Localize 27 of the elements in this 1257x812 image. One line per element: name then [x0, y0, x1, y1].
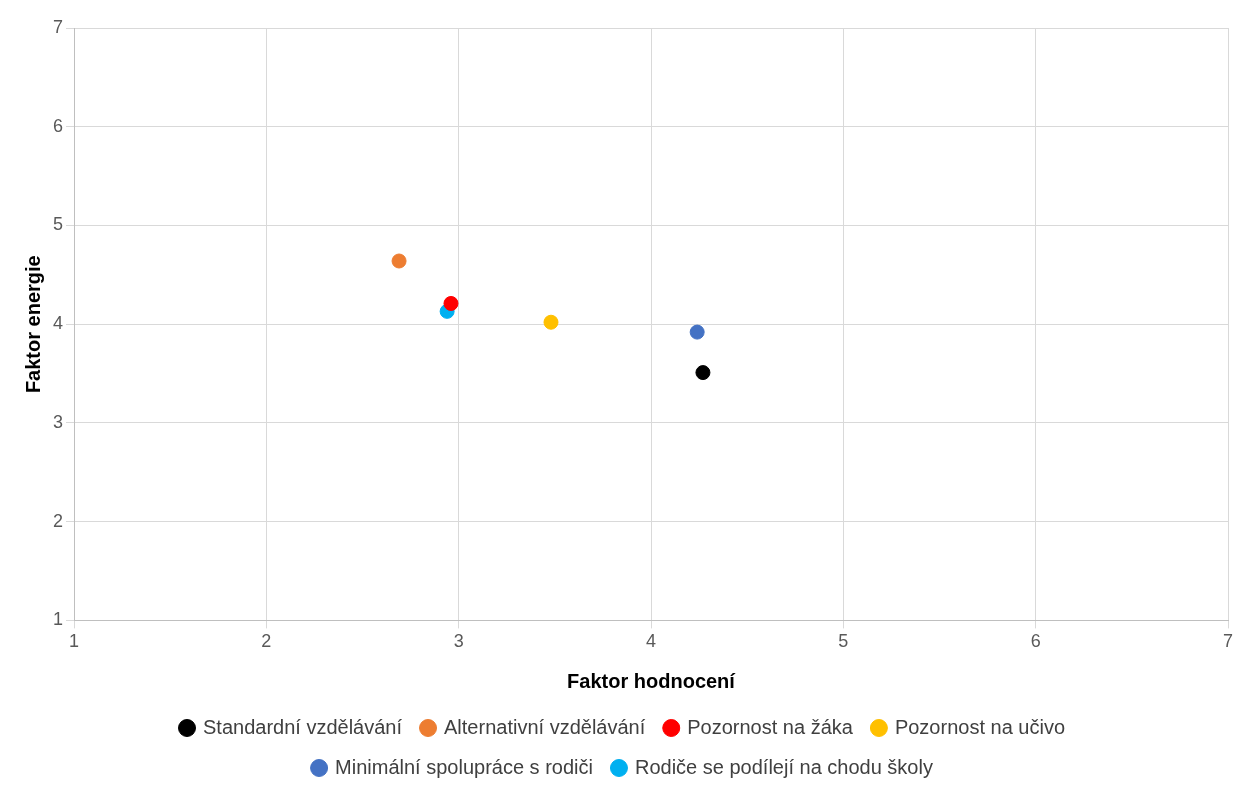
y-axis-title: Faktor energie [21, 255, 44, 394]
x-tick-label: 5 [838, 631, 849, 652]
x-tick-label: 3 [453, 631, 464, 652]
legend-label: Pozornost na učivo [894, 715, 1066, 738]
x-tick-label: 1 [69, 631, 80, 652]
legend-label: Pozornost na žáka [687, 715, 854, 738]
legend-label: Alternativní vzdělávání [444, 715, 646, 738]
point [443, 295, 459, 311]
legend-label: Minimální spolupráce s rodiči [335, 755, 593, 778]
x-tick-label: 4 [646, 631, 657, 652]
y-tick-label: 7 [53, 16, 64, 37]
point [391, 253, 407, 269]
y-tick-label: 5 [53, 214, 64, 235]
x-axis-title: Faktor hodnocení [567, 669, 737, 692]
y-tick-label: 3 [53, 411, 64, 432]
y-tick-label: 4 [53, 313, 64, 334]
y-tick-label: 6 [53, 115, 64, 136]
y-tick-label: 2 [53, 510, 64, 531]
legend-label: Standardní vzdělávání [203, 715, 403, 738]
point [689, 324, 705, 340]
x-tick-label: 6 [1030, 631, 1041, 652]
y-tick-label: 1 [53, 609, 64, 630]
x-tick-label: 2 [261, 631, 272, 652]
point [695, 365, 711, 381]
point [543, 314, 559, 330]
legend-label: Rodiče se podílejí na chodu školy [634, 755, 933, 778]
x-tick-label: 7 [1222, 631, 1234, 652]
